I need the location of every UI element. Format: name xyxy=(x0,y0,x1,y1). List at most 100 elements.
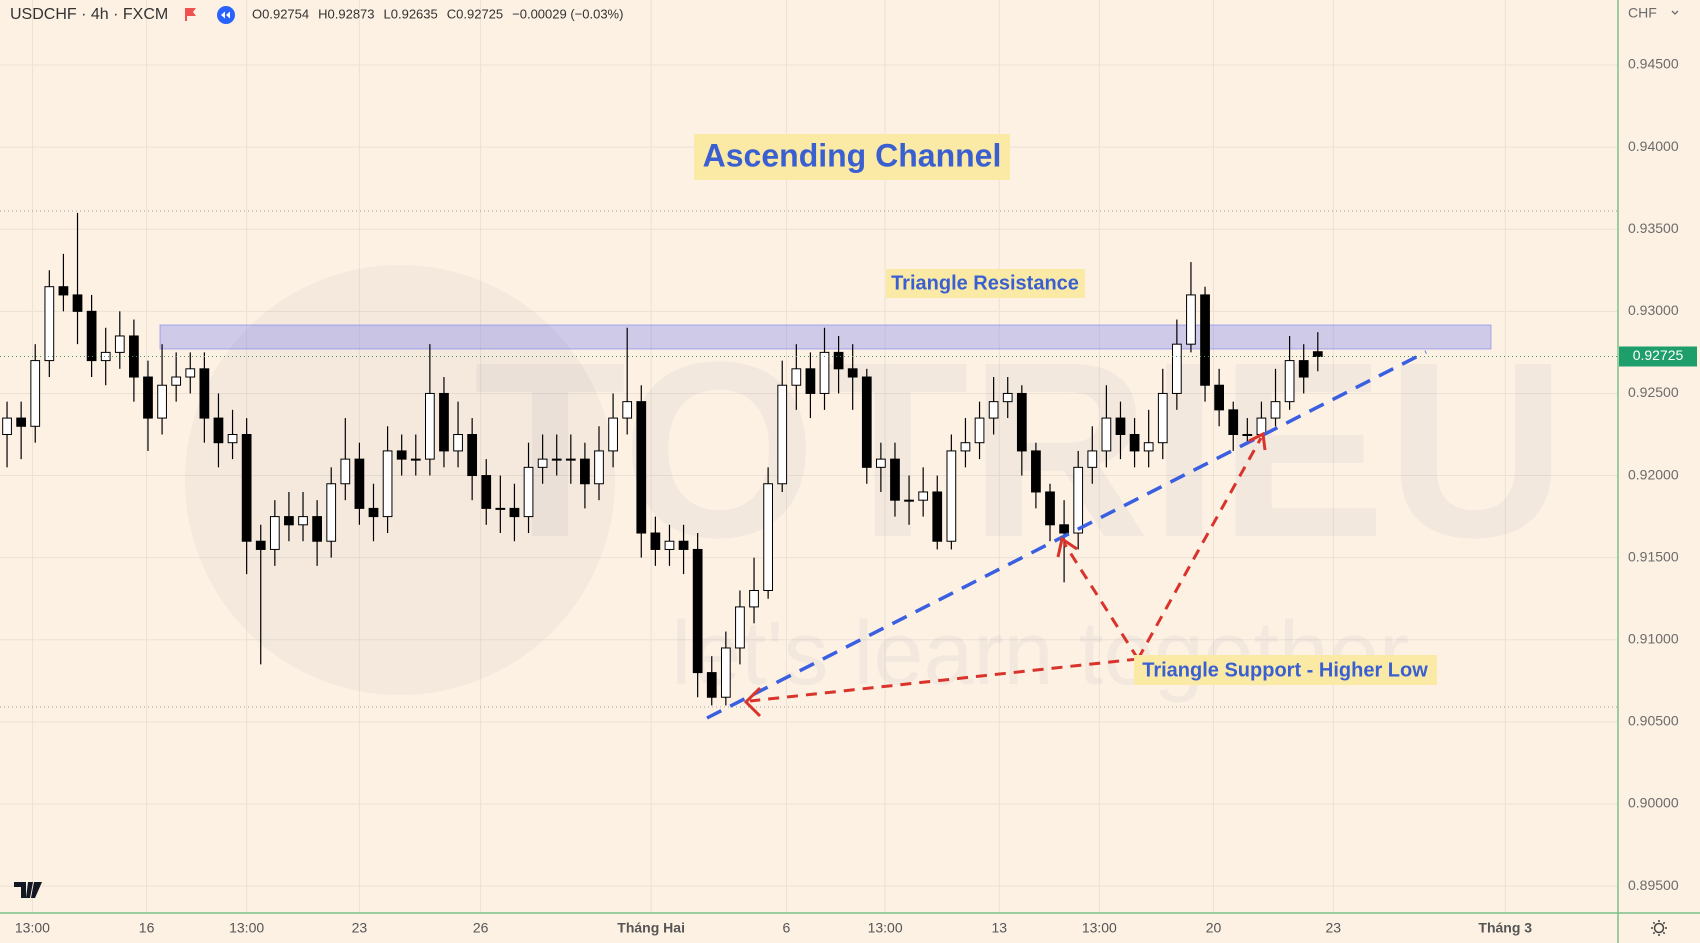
candle-body xyxy=(2,417,12,435)
candle-body xyxy=(157,384,167,419)
candle-body xyxy=(706,672,717,698)
x-tick-label: 13:00 xyxy=(1082,920,1117,936)
settings-icon[interactable] xyxy=(1651,920,1667,936)
candle-body xyxy=(425,392,435,460)
x-tick-label: 23 xyxy=(1326,920,1342,936)
y-tick-label: 0.92500 xyxy=(1628,384,1679,400)
candle-body xyxy=(735,606,745,649)
flag-icon[interactable] xyxy=(185,8,196,21)
annotation-support: Triangle Support - Higher Low xyxy=(1142,659,1428,681)
candle-body xyxy=(1186,294,1196,345)
arrow-line xyxy=(1136,437,1263,660)
candle-body xyxy=(565,458,576,461)
candle-body xyxy=(410,458,421,461)
candle-body xyxy=(213,417,224,444)
tv-logo[interactable] xyxy=(14,882,42,898)
candle-body xyxy=(129,335,139,378)
candle-body xyxy=(185,368,196,378)
x-tick-label: 13:00 xyxy=(229,920,264,936)
x-tick-label: 16 xyxy=(139,920,155,936)
candle-body xyxy=(143,376,153,419)
annotation-resistance: Triangle Resistance xyxy=(891,272,1079,294)
ohlc-value: 0.92754 xyxy=(262,6,309,21)
replay-glyph xyxy=(221,11,230,19)
candle-body xyxy=(1214,384,1225,411)
title-box xyxy=(694,134,1010,180)
x-tick-label: 20 xyxy=(1206,920,1222,936)
candle-body xyxy=(284,516,294,526)
candle-body xyxy=(918,491,929,501)
candle-body xyxy=(1087,450,1098,468)
candle-body xyxy=(904,499,914,502)
y-tick-label: 0.94500 xyxy=(1628,56,1679,72)
watermark-slogan: let's learn together xyxy=(671,604,1409,704)
y-tick-label: 0.89500 xyxy=(1628,877,1679,893)
candle-body xyxy=(692,548,703,674)
arrow-heads xyxy=(743,431,1267,718)
candle-body xyxy=(1157,392,1168,444)
candle-body xyxy=(1115,417,1126,435)
candle-body xyxy=(255,540,266,550)
arrow-head xyxy=(1248,431,1267,451)
candle-body xyxy=(340,458,351,485)
label-box xyxy=(886,269,1085,298)
candle-body xyxy=(1200,294,1210,386)
x-tick-label: 13 xyxy=(991,920,1007,936)
symbol[interactable]: USDCHF · 4h · FXCM xyxy=(10,6,168,23)
candle-body xyxy=(467,433,478,477)
candle-body xyxy=(1002,392,1013,403)
candle-body xyxy=(523,466,534,518)
candle-body xyxy=(819,351,830,394)
candle-body xyxy=(1284,360,1295,403)
x-tick-label: 13:00 xyxy=(15,920,50,936)
ohlc-change: −0.00029 (−0.03%) xyxy=(512,6,623,21)
y-tick-label: 0.91500 xyxy=(1628,548,1679,564)
higher-low-arrows xyxy=(749,437,1263,703)
label-box xyxy=(1134,655,1437,685)
candle-body xyxy=(1016,392,1027,452)
support-trendline xyxy=(706,350,1427,720)
y-tick-label: 0.93500 xyxy=(1628,220,1679,236)
last-price-label: 0.92725 xyxy=(1633,347,1684,363)
candle-body xyxy=(1143,442,1154,452)
ohlc-key: C xyxy=(447,6,456,21)
candle-body xyxy=(1312,351,1323,357)
candle-body xyxy=(608,417,618,452)
y-tick-label: 0.90000 xyxy=(1628,795,1679,811)
gear-teeth[interactable] xyxy=(1651,920,1667,936)
candle-body xyxy=(1031,450,1041,493)
candle-body xyxy=(763,483,773,591)
candle-body xyxy=(100,351,111,362)
candle-body xyxy=(1101,417,1112,452)
ohlc-readout: O 0.92754 H 0.92873 L 0.92635 C 0.92725 −0.00029… xyxy=(252,6,623,21)
resistance-zone xyxy=(159,324,1492,350)
candle-body xyxy=(946,450,957,542)
gear-hub[interactable] xyxy=(1653,922,1665,934)
watermark-logo xyxy=(185,265,615,695)
candle-body xyxy=(72,294,83,312)
candle-body xyxy=(354,458,365,509)
currency-label[interactable]: CHF xyxy=(1628,5,1657,21)
currency-caret[interactable] xyxy=(1671,10,1679,15)
x-tick-label: 13:00 xyxy=(868,920,903,936)
candle-body xyxy=(269,516,280,550)
y-tick-label: 0.90500 xyxy=(1628,713,1679,729)
candle-body xyxy=(382,450,393,518)
candle-body xyxy=(1171,343,1182,394)
x-tick-label: 26 xyxy=(473,920,489,936)
candle-body xyxy=(932,491,943,542)
candle-body xyxy=(861,376,872,468)
ohlc-value: 0.92635 xyxy=(391,6,438,21)
candle-body xyxy=(44,286,55,362)
candle-body xyxy=(876,458,886,468)
candle-body xyxy=(86,310,97,362)
candle-body xyxy=(720,647,731,698)
ohlc-value: 0.92725 xyxy=(456,6,503,21)
candle-body xyxy=(199,368,210,419)
x-tick-label: 23 xyxy=(352,920,368,936)
candle-body xyxy=(509,507,520,518)
candle-body xyxy=(551,458,562,461)
candle-body xyxy=(1242,433,1253,436)
candle-body xyxy=(227,433,238,444)
